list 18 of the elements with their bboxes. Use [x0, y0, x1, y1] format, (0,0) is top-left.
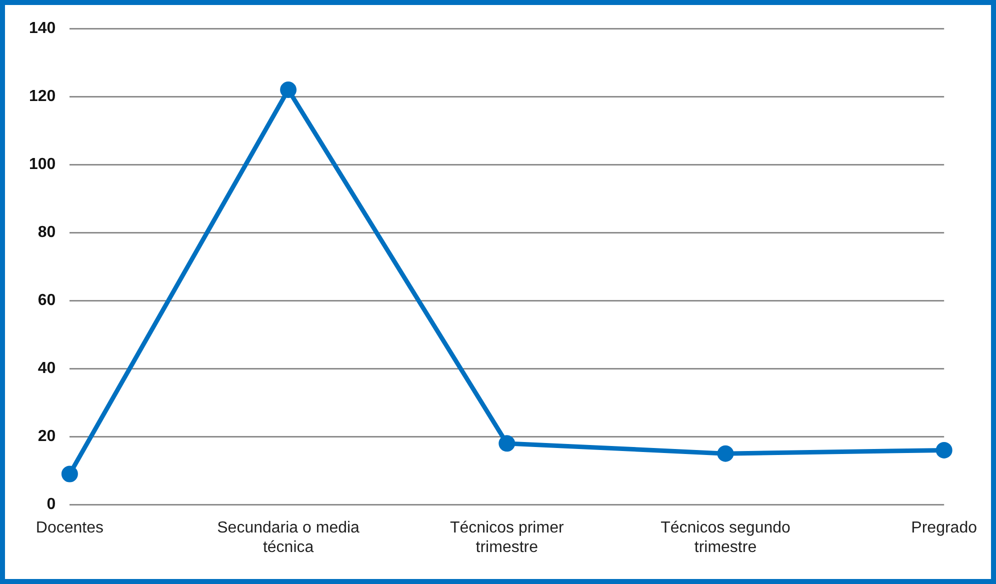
y-tick-label: 60 [38, 292, 56, 310]
point [280, 82, 297, 98]
y-tick-label: 20 [38, 428, 56, 446]
y-tick-label: 100 [28, 156, 56, 174]
point [61, 466, 78, 482]
y-tick-label: 80 [38, 224, 56, 242]
x-tick-label: Pregrado [911, 520, 978, 537]
y-tick-label: 140 [28, 20, 56, 38]
y-tick-label: 0 [46, 496, 56, 514]
x-tick-label: Técnicos primer trimestre [450, 520, 564, 556]
x-tick-label: Técnicos segundo trimestre [660, 520, 791, 556]
y-tick-label: 120 [28, 88, 56, 106]
point [717, 445, 734, 462]
x-tick-label: Docentes [36, 520, 104, 537]
x-tick-label: Secundaria o media técnica [217, 520, 360, 556]
point [936, 442, 952, 458]
y-tick-label: 40 [38, 360, 56, 378]
point [498, 435, 516, 452]
